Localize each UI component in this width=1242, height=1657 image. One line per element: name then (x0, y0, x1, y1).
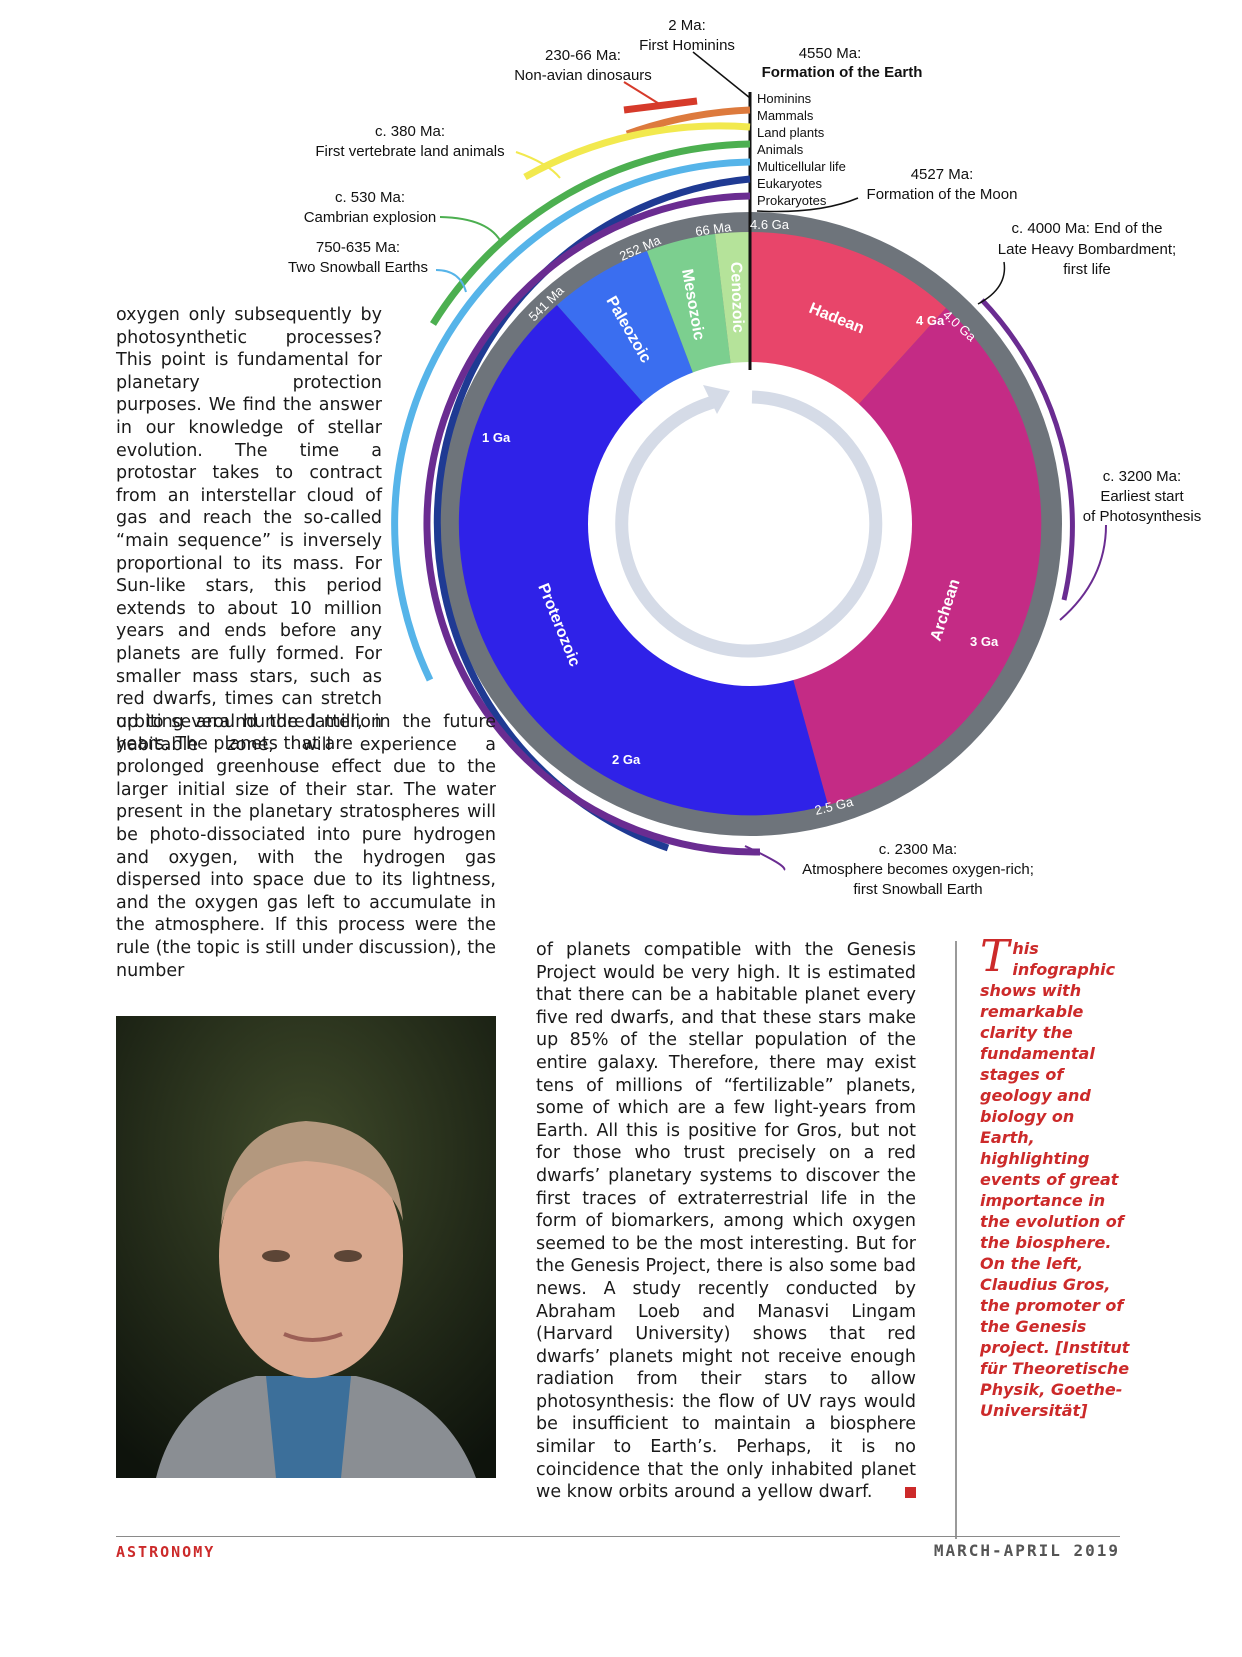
legend-multicellular: Multicellular life (757, 159, 846, 174)
leader-bombardment (977, 261, 1006, 305)
issue-date: MARCH-APRIL 2019 (933, 1541, 1120, 1560)
tick-66-ma: 66 Ma (694, 219, 733, 239)
label-hominins-time: 2 Ma: (668, 17, 706, 34)
label-vertebrates-time: c. 380 Ma: (375, 123, 445, 140)
label-bombardment-1: c. 4000 Ma: End of the (1012, 220, 1163, 237)
center-disc (588, 362, 912, 686)
label-bombardment-2: Late Heavy Bombardment; (998, 241, 1176, 258)
footer-rule (116, 1536, 1120, 1537)
arc-land-plants (523, 122, 751, 181)
label-cambrian-time: c. 530 Ma: (335, 189, 405, 206)
leader-snowball (435, 269, 467, 293)
arc-prokaryotes-left (423, 192, 761, 856)
leader-first-hominins (692, 51, 751, 99)
label-dinosaurs-time: 230-66 Ma: (545, 47, 621, 64)
label-earth: Formation of the Earth (762, 64, 923, 81)
label-hominins: First Hominins (639, 37, 735, 54)
article-column-right: of planets compatible with the Genesis P… (536, 939, 916, 1504)
portrait-photo (116, 1016, 496, 1478)
magazine-logo: ASTRONOMY (116, 1543, 216, 1561)
label-oxygen-2: Atmosphere becomes oxygen-rich; (802, 861, 1034, 878)
label-cambrian: Cambrian explosion (304, 209, 437, 226)
arc-multicellular (391, 158, 751, 682)
leader-cambrian (439, 216, 503, 245)
leader-dinosaurs (623, 81, 662, 106)
legend-eukaryotes: Eukaryotes (757, 176, 823, 191)
caption-dropcap: T (980, 931, 1010, 982)
leader-vertebrates (515, 151, 561, 179)
label-photo-1: c. 3200 Ma: (1103, 468, 1181, 485)
caption-divider (955, 941, 957, 1539)
label-photo-3: of Photosynthesis (1083, 508, 1201, 525)
leader-moon (756, 197, 859, 213)
label-dinosaurs: Non-avian dinosaurs (514, 67, 652, 84)
article-column-left-top: oxygen only subsequently by photosynthet… (116, 305, 382, 755)
legend-mammals: Mammals (757, 108, 814, 123)
article-column-right-text: of planets compatible with the Genesis P… (536, 940, 916, 1503)
label-snowball-time: 750-635 Ma: (316, 239, 400, 256)
tick-4-6-ga: 4.6 Ga (750, 217, 790, 232)
label-bombardment-3: first life (1063, 261, 1111, 278)
arc-mammals (625, 106, 751, 138)
article-column-left-bottom: orbiting around the latter, in the futur… (116, 712, 496, 981)
legend-animals: Animals (757, 142, 804, 157)
tick-3-ga: 3 Ga (970, 634, 999, 649)
label-photo-2: Earliest start (1100, 488, 1184, 505)
label-moon-time: 4527 Ma: (911, 166, 974, 183)
label-oxygen-3: first Snowball Earth (853, 881, 982, 898)
legend-land-plants: Land plants (757, 125, 825, 140)
tick-1-ga: 1 Ga (482, 430, 511, 445)
geologic-timeline-infographic: 2 Ma: First Hominins 230-66 Ma: Non-avia… (288, 17, 1201, 898)
label-vertebrates: First vertebrate land animals (315, 143, 504, 160)
leader-oxygen (744, 845, 786, 871)
leader-photosynthesis (1059, 524, 1107, 621)
arc-animals (430, 140, 751, 326)
label-oxygen-1: c. 2300 Ma: (879, 841, 957, 858)
cycle-arrow (615, 390, 883, 658)
label-moon: Formation of the Moon (867, 186, 1018, 203)
label-snowball: Two Snowball Earths (288, 259, 428, 276)
legend-hominins: Hominins (757, 91, 812, 106)
caption-text: his infographic shows with remarkable cl… (980, 939, 1130, 1420)
tick-4-ga: 4 Ga (916, 313, 945, 328)
cycle-arrow-head (703, 385, 730, 414)
arc-prokaryotes-right (980, 298, 1075, 601)
end-of-article-mark (905, 1487, 916, 1499)
tick-2-ga: 2 Ga (612, 752, 641, 767)
era-cenozoic-label: Cenozoic (727, 262, 746, 334)
label-earth-time: 4550 Ma: (799, 45, 862, 62)
legend-prokaryotes: Prokaryotes (757, 193, 827, 208)
